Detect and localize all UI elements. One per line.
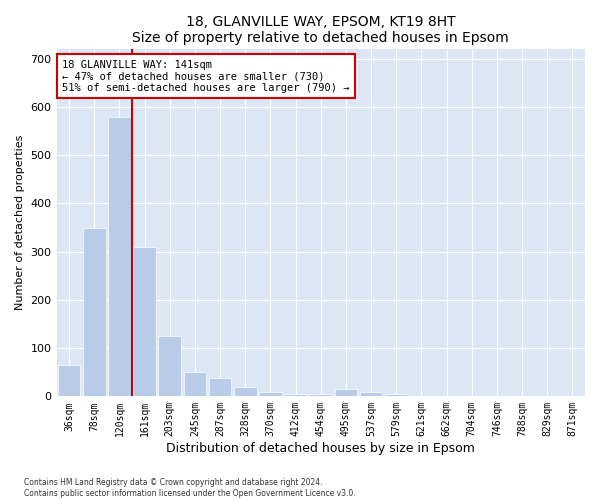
Title: 18, GLANVILLE WAY, EPSOM, KT19 8HT
Size of property relative to detached houses : 18, GLANVILLE WAY, EPSOM, KT19 8HT Size … [133,15,509,45]
Bar [284,394,307,396]
Bar [259,392,282,396]
Y-axis label: Number of detached properties: Number of detached properties [15,135,25,310]
Bar [133,247,156,396]
Bar [108,116,131,396]
Bar [58,365,80,396]
Bar [158,336,181,396]
Bar [310,394,332,396]
X-axis label: Distribution of detached houses by size in Epsom: Distribution of detached houses by size … [166,442,475,455]
Bar [234,386,257,396]
Text: 18 GLANVILLE WAY: 141sqm
← 47% of detached houses are smaller (730)
51% of semi-: 18 GLANVILLE WAY: 141sqm ← 47% of detach… [62,60,349,93]
Bar [360,392,382,396]
Bar [209,378,232,396]
Bar [83,228,106,396]
Text: Contains HM Land Registry data © Crown copyright and database right 2024.
Contai: Contains HM Land Registry data © Crown c… [24,478,356,498]
Bar [385,394,407,396]
Bar [335,389,357,396]
Bar [184,372,206,396]
